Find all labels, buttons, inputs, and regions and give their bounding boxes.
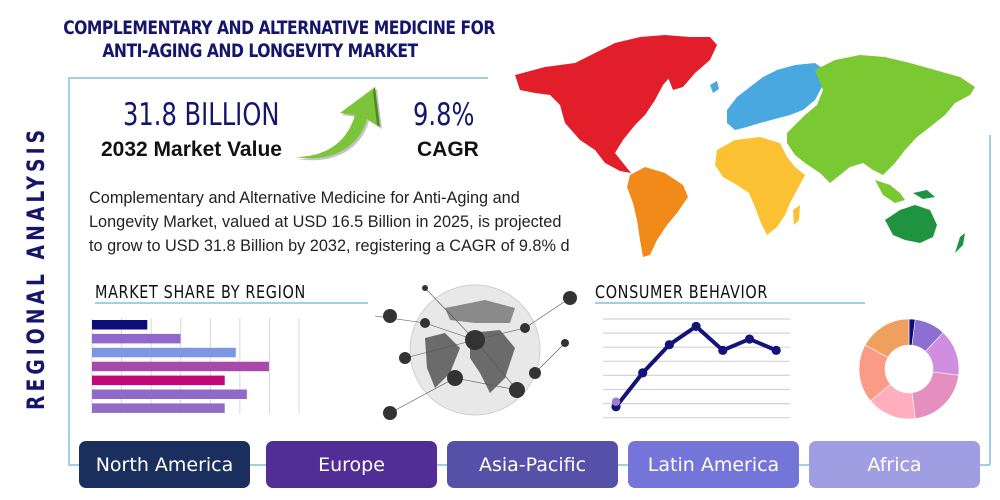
line-point — [638, 368, 648, 378]
map-africa — [715, 137, 805, 235]
bar — [92, 320, 148, 330]
line-point — [664, 340, 674, 350]
description-line-1: Complementary and Alternative Medicine f… — [89, 189, 520, 207]
description-line-3: to grow to USD 31.8 Billion by 2032, reg… — [89, 237, 570, 255]
consumer-behavior-title: CONSUMER BEHAVIOR — [595, 282, 768, 303]
map-madagascar — [793, 205, 800, 225]
bar — [92, 333, 181, 344]
bar — [92, 389, 247, 399]
map-greenland — [645, 37, 717, 90]
map-australia — [885, 205, 937, 243]
line-point — [771, 345, 781, 355]
side-title-text: REGIONAL ANALYSIS — [22, 125, 50, 410]
consumer-behavior-underline — [595, 302, 865, 304]
title-line-2: ANTI-AGING AND LONGEVITY MARKET — [102, 40, 418, 62]
line-point — [691, 321, 701, 331]
cagr-value: 9.8% — [413, 97, 475, 133]
market-value-label: 2032 Market Value — [101, 138, 282, 161]
cagr-label: CAGR — [417, 138, 479, 161]
donut-segment — [911, 371, 959, 419]
description-line-2: Longevity Market, valued at USD 16.5 Bil… — [89, 213, 562, 231]
donut-chart — [858, 318, 960, 420]
page-title: COMPLEMENTARY AND ALTERNATIVE MEDICINE F… — [63, 17, 495, 63]
market-share-title: MARKET SHARE BY REGION — [95, 282, 306, 303]
map-north-america — [515, 35, 705, 173]
region-button-asia-pacific[interactable]: Asia-Pacific — [447, 441, 618, 488]
frame-left-line — [68, 77, 70, 465]
line-point-highlight — [611, 397, 621, 406]
title-line-1: COMPLEMENTARY AND ALTERNATIVE MEDICINE F… — [63, 17, 495, 39]
region-button-africa[interactable]: Africa — [809, 441, 980, 488]
bar — [92, 403, 225, 413]
market-share-bar-chart — [91, 318, 300, 414]
bar — [92, 361, 269, 372]
world-map — [515, 35, 975, 257]
map-europe — [727, 63, 825, 130]
map-asia — [787, 55, 975, 183]
map-new-guinea — [913, 190, 935, 199]
growth-arrow-icon — [295, 87, 382, 161]
map-uk — [710, 81, 719, 93]
region-button-europe[interactable]: Europe — [266, 441, 437, 488]
line-point — [744, 334, 755, 344]
bar — [92, 347, 236, 358]
line-point — [718, 345, 728, 355]
bar — [92, 375, 225, 386]
consumer-behavior-line-chart — [603, 318, 790, 419]
donut-segment — [864, 318, 910, 358]
market-share-underline — [95, 302, 368, 304]
region-button-latin-america[interactable]: Latin America — [628, 441, 799, 488]
frame-right-line — [989, 135, 991, 465]
side-title: REGIONAL ANALYSIS — [22, 80, 50, 410]
region-button-north-america[interactable]: North America — [79, 441, 250, 488]
market-description: Complementary and Alternative Medicine f… — [89, 186, 629, 258]
map-new-zealand — [955, 233, 965, 253]
market-value: 31.8 BILLION — [123, 97, 280, 133]
map-se-asia — [875, 180, 905, 203]
frame-top-line — [68, 77, 488, 79]
global-network-illustration — [374, 284, 577, 420]
map-south-america — [627, 167, 688, 257]
